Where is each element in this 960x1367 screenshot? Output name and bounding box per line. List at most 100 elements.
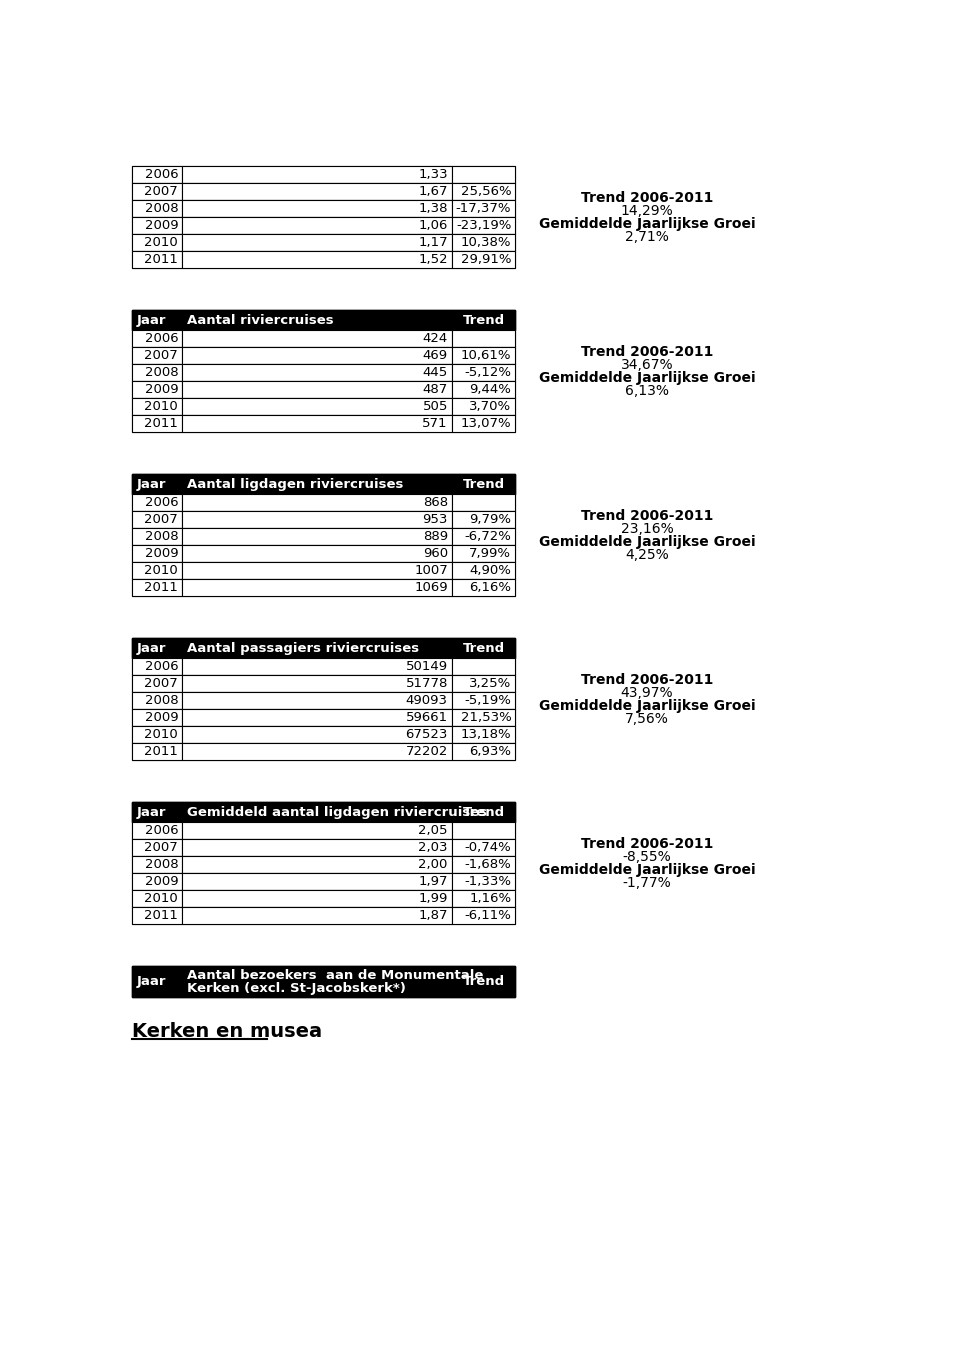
Text: Kerken (excl. St-Jacobskerk*): Kerken (excl. St-Jacobskerk*) — [186, 983, 405, 995]
Bar — [452, 744, 516, 760]
Text: Trend 2006-2011: Trend 2006-2011 — [581, 837, 713, 850]
Bar — [132, 692, 182, 709]
Bar — [452, 310, 516, 331]
Text: Aantal passagiers riviercruises: Aantal passagiers riviercruises — [186, 642, 419, 655]
Bar — [182, 234, 452, 252]
Text: 1,38: 1,38 — [419, 202, 447, 215]
Bar — [182, 726, 452, 744]
Text: Gemiddelde Jaarlijkse Groei: Gemiddelde Jaarlijkse Groei — [539, 534, 756, 548]
Bar — [182, 802, 452, 823]
Text: -6,11%: -6,11% — [465, 909, 512, 923]
Bar — [182, 474, 452, 495]
Text: Trend 2006-2011: Trend 2006-2011 — [581, 344, 713, 358]
Bar — [182, 528, 452, 545]
Bar — [132, 398, 516, 416]
Text: 2010: 2010 — [144, 893, 179, 905]
Text: 6,16%: 6,16% — [469, 581, 512, 595]
Bar — [182, 890, 452, 908]
Bar — [132, 416, 516, 432]
Bar — [452, 217, 516, 234]
Bar — [132, 709, 182, 726]
Bar — [182, 310, 452, 331]
Bar — [132, 310, 516, 331]
Text: 2011: 2011 — [144, 745, 179, 759]
Text: 2006: 2006 — [145, 168, 179, 182]
Bar — [182, 200, 452, 217]
Bar — [132, 675, 516, 692]
Bar — [452, 545, 516, 562]
Text: 571: 571 — [422, 417, 447, 431]
Bar — [182, 252, 452, 268]
Text: 2011: 2011 — [144, 253, 179, 267]
Text: 2007: 2007 — [144, 841, 179, 854]
Bar — [132, 347, 516, 364]
Text: Aantal ligdagen riviercruises: Aantal ligdagen riviercruises — [186, 478, 403, 491]
Bar — [452, 638, 516, 659]
Bar — [132, 908, 182, 924]
Bar — [132, 890, 516, 908]
Bar — [452, 167, 516, 183]
Bar — [452, 234, 516, 252]
Bar — [182, 364, 452, 381]
Bar — [182, 823, 452, 839]
Text: 469: 469 — [422, 350, 447, 362]
Bar — [132, 167, 182, 183]
Bar — [132, 252, 182, 268]
Text: Jaar: Jaar — [136, 642, 166, 655]
Text: 59661: 59661 — [406, 711, 447, 725]
Text: 505: 505 — [422, 401, 447, 413]
Bar — [132, 234, 516, 252]
Bar — [132, 726, 182, 744]
Text: 51778: 51778 — [405, 677, 447, 690]
Bar — [132, 744, 182, 760]
Bar — [132, 839, 516, 856]
Bar — [132, 252, 516, 268]
Text: 6,93%: 6,93% — [469, 745, 512, 759]
Text: 2010: 2010 — [144, 729, 179, 741]
Text: 34,67%: 34,67% — [621, 358, 673, 372]
Text: 13,18%: 13,18% — [461, 729, 512, 741]
Bar — [132, 823, 516, 839]
Bar — [132, 856, 182, 874]
Text: 3,70%: 3,70% — [469, 401, 512, 413]
Text: 2,00: 2,00 — [419, 858, 447, 871]
Bar — [132, 381, 516, 398]
Text: 25,56%: 25,56% — [461, 186, 512, 198]
Bar — [132, 545, 182, 562]
Bar — [452, 562, 516, 580]
Bar — [182, 562, 452, 580]
Bar — [132, 659, 516, 675]
Text: 2009: 2009 — [145, 547, 179, 560]
Text: 72202: 72202 — [405, 745, 447, 759]
Text: 2011: 2011 — [144, 417, 179, 431]
Bar — [182, 580, 452, 596]
Bar — [182, 874, 452, 890]
Bar — [132, 511, 182, 528]
Bar — [182, 839, 452, 856]
Text: 1,97: 1,97 — [419, 875, 447, 889]
Bar — [132, 726, 516, 744]
Bar — [182, 495, 452, 511]
Bar — [132, 802, 182, 823]
Text: Jaar: Jaar — [136, 314, 166, 327]
Text: 49093: 49093 — [406, 694, 447, 707]
Bar — [452, 874, 516, 890]
Bar — [452, 966, 516, 997]
Text: 2009: 2009 — [145, 875, 179, 889]
Text: 1,17: 1,17 — [419, 236, 447, 249]
Text: 487: 487 — [422, 383, 447, 396]
Bar — [132, 874, 516, 890]
Text: 2011: 2011 — [144, 581, 179, 595]
Text: Gemiddelde Jaarlijkse Groei: Gemiddelde Jaarlijkse Groei — [539, 699, 756, 712]
Bar — [132, 331, 516, 347]
Text: -6,72%: -6,72% — [465, 530, 512, 543]
Text: 1069: 1069 — [414, 581, 447, 595]
Text: 2008: 2008 — [145, 202, 179, 215]
Bar — [132, 217, 182, 234]
Bar — [132, 528, 516, 545]
Text: -1,33%: -1,33% — [465, 875, 512, 889]
Bar — [452, 726, 516, 744]
Bar — [132, 511, 516, 528]
Text: Trend: Trend — [463, 807, 505, 819]
Text: -5,12%: -5,12% — [465, 366, 512, 379]
